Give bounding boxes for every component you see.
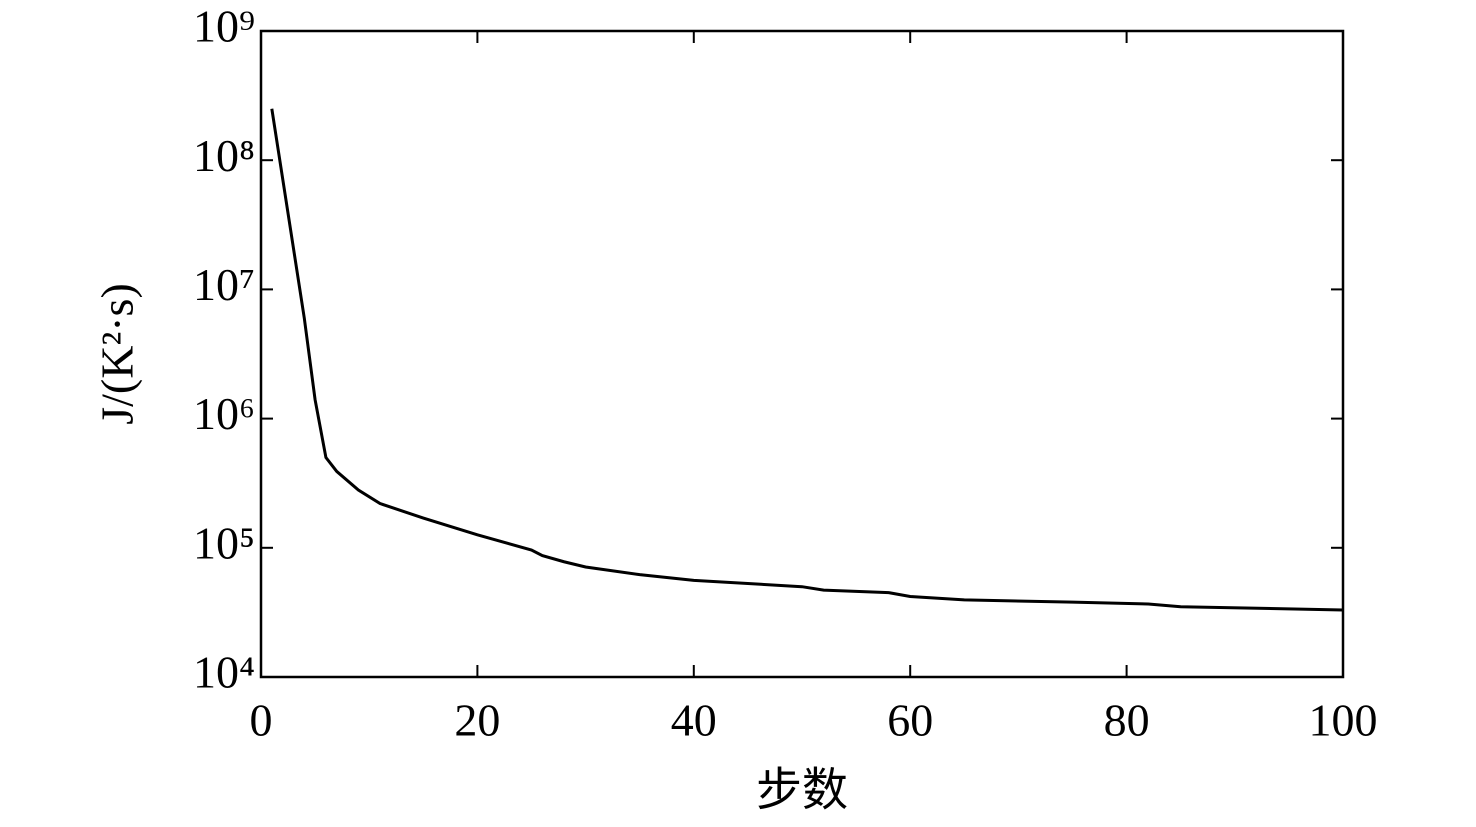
y-tick-label: 10⁸ (193, 130, 255, 181)
y-axis-label: J/(K²·s) (92, 283, 143, 425)
y-tick-label: 10⁵ (193, 517, 255, 568)
x-axis-label: 步数 (756, 765, 848, 816)
x-tick-label: 60 (887, 695, 933, 746)
y-tick-label: 10⁷ (193, 259, 255, 310)
x-tick-label: 40 (671, 695, 717, 746)
plot-frame (259, 29, 1345, 679)
x-tick-label: 80 (1104, 695, 1150, 746)
x-tick-label: 100 (1309, 695, 1378, 746)
y-tick-label: 10⁴ (193, 647, 255, 698)
x-tick-label: 20 (454, 695, 500, 746)
y-tick-label: 10⁹ (193, 1, 255, 52)
y-tick-label: 10⁶ (193, 388, 255, 439)
x-tick-label: 0 (250, 695, 273, 746)
data-line (270, 108, 1344, 612)
